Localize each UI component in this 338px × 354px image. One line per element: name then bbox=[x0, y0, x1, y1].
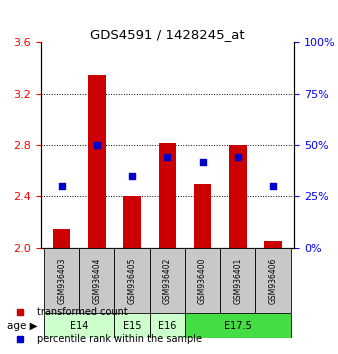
Text: GSM936403: GSM936403 bbox=[57, 257, 66, 304]
Bar bbox=[185, 313, 291, 338]
Bar bbox=[255, 248, 291, 313]
Text: E16: E16 bbox=[158, 321, 176, 331]
Bar bbox=[150, 248, 185, 313]
Point bbox=[59, 183, 64, 189]
Bar bbox=[123, 196, 141, 248]
Text: E15: E15 bbox=[123, 321, 141, 331]
Title: GDS4591 / 1428245_at: GDS4591 / 1428245_at bbox=[90, 28, 245, 41]
Bar bbox=[159, 143, 176, 248]
Bar bbox=[185, 248, 220, 313]
Bar bbox=[115, 248, 150, 313]
Bar bbox=[44, 313, 115, 338]
Text: percentile rank within the sample: percentile rank within the sample bbox=[37, 334, 202, 344]
Bar bbox=[220, 248, 255, 313]
Point bbox=[200, 159, 205, 164]
Point bbox=[235, 155, 240, 160]
Point bbox=[94, 142, 100, 148]
Text: E17.5: E17.5 bbox=[224, 321, 251, 331]
Text: GSM936406: GSM936406 bbox=[268, 257, 277, 304]
Bar bbox=[53, 229, 71, 248]
Text: transformed count: transformed count bbox=[37, 307, 128, 317]
Text: GSM936405: GSM936405 bbox=[128, 257, 137, 304]
Bar bbox=[194, 184, 211, 248]
Bar bbox=[229, 145, 246, 248]
Bar bbox=[88, 75, 106, 248]
Bar bbox=[115, 313, 150, 338]
Point bbox=[165, 155, 170, 160]
Bar bbox=[44, 248, 79, 313]
Text: GSM936401: GSM936401 bbox=[233, 257, 242, 304]
Text: GSM936402: GSM936402 bbox=[163, 257, 172, 304]
Text: E14: E14 bbox=[70, 321, 89, 331]
Text: GSM936404: GSM936404 bbox=[92, 257, 101, 304]
Bar bbox=[79, 248, 115, 313]
Bar bbox=[150, 313, 185, 338]
Text: GSM936400: GSM936400 bbox=[198, 257, 207, 304]
Text: age ▶: age ▶ bbox=[6, 321, 37, 331]
Point bbox=[129, 173, 135, 179]
Bar bbox=[264, 241, 282, 248]
Point bbox=[270, 183, 276, 189]
